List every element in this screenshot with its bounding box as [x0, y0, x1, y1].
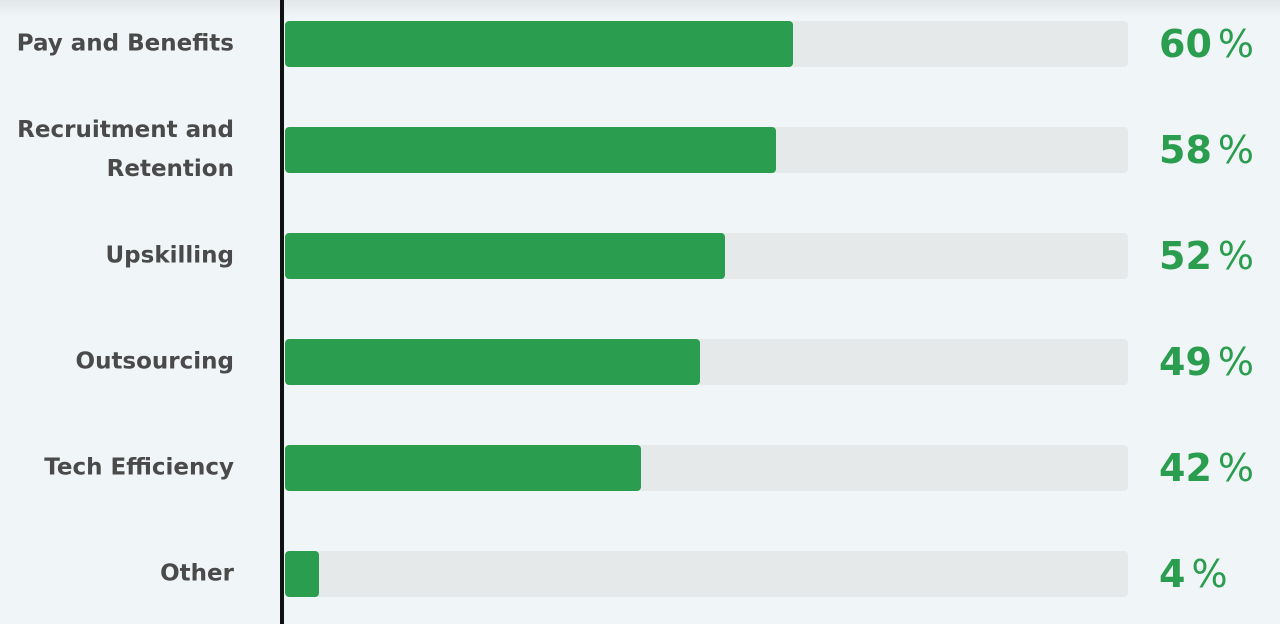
category-label: Tech Efficiency	[44, 454, 234, 481]
bar-row: Pay and Benefits 60%	[0, 21, 1280, 67]
bar-row: Recruitment and Retention 58%	[0, 117, 1280, 182]
value-number: 42	[1159, 446, 1212, 490]
bar	[285, 127, 776, 173]
value-number: 58	[1159, 128, 1212, 172]
bar-track	[285, 127, 1128, 173]
value-unit: %	[1217, 234, 1254, 278]
value-label: 42%	[1159, 445, 1254, 491]
value-number: 49	[1159, 340, 1212, 384]
bar-track	[285, 21, 1128, 67]
bar-track	[285, 233, 1128, 279]
bar-row: Outsourcing 49%	[0, 339, 1280, 385]
bar-row: Tech Efficiency 42%	[0, 445, 1280, 491]
category-label: Pay and Benefits	[16, 30, 234, 57]
value-unit: %	[1217, 22, 1254, 66]
value-label: 60%	[1159, 21, 1254, 67]
value-label: 4%	[1159, 551, 1228, 597]
value-unit: %	[1217, 446, 1254, 490]
category-axis-line	[280, 0, 284, 624]
bar	[285, 233, 725, 279]
value-label: 58%	[1159, 127, 1254, 173]
bar	[285, 339, 700, 385]
value-label: 52%	[1159, 233, 1254, 279]
top-shade	[0, 0, 1280, 18]
value-number: 52	[1159, 234, 1212, 278]
category-label: Other	[160, 560, 234, 587]
bar-row: Other 4%	[0, 551, 1280, 597]
category-label: Outsourcing	[75, 348, 234, 375]
bar-track	[285, 551, 1128, 597]
value-unit: %	[1191, 552, 1228, 596]
category-label: Upskilling	[105, 242, 235, 269]
bar	[285, 445, 641, 491]
bar-row: Upskilling 52%	[0, 233, 1280, 279]
category-label: Recruitment and Retention	[17, 117, 234, 182]
value-label: 49%	[1159, 339, 1254, 385]
value-unit: %	[1217, 340, 1254, 384]
bar	[285, 21, 793, 67]
value-unit: %	[1217, 128, 1254, 172]
bar-track	[285, 339, 1128, 385]
bar	[285, 551, 319, 597]
value-number: 60	[1159, 22, 1212, 66]
value-number: 4	[1159, 552, 1186, 596]
bar-track	[285, 445, 1128, 491]
